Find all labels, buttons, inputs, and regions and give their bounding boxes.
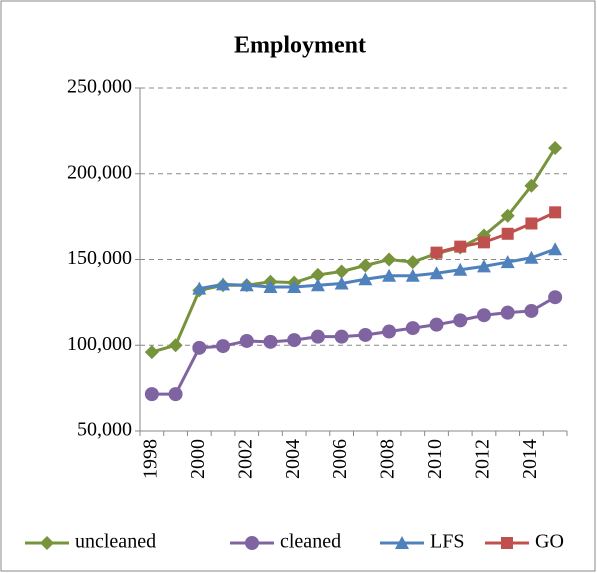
series-marker <box>500 208 515 223</box>
series-marker <box>549 206 562 219</box>
series-marker <box>263 334 278 349</box>
y-tick-label: 250,000 <box>67 76 132 98</box>
series-marker <box>382 268 397 282</box>
series-marker <box>310 267 325 282</box>
series-marker <box>476 308 491 323</box>
series-marker <box>287 333 302 348</box>
y-tick-label: 50,000 <box>77 419 132 441</box>
series-marker <box>524 303 539 318</box>
chart-title: Employment <box>234 33 366 59</box>
series-marker <box>334 329 349 344</box>
series-marker <box>453 262 468 276</box>
series-marker <box>477 236 490 249</box>
series-marker <box>192 340 207 355</box>
series-marker <box>263 279 278 293</box>
series-marker <box>334 276 349 290</box>
series-marker <box>501 227 514 240</box>
legend-marker <box>40 536 54 550</box>
series-marker <box>216 277 231 291</box>
series-marker <box>524 178 539 193</box>
series-marker <box>405 321 420 336</box>
y-tick-label: 100,000 <box>67 333 132 355</box>
legend-label: GO <box>535 531 564 553</box>
series-marker <box>382 324 397 339</box>
series-marker <box>429 317 444 332</box>
series-marker <box>500 305 515 320</box>
series-marker <box>405 268 420 282</box>
series-marker <box>358 272 373 286</box>
series-marker <box>239 333 254 348</box>
x-tick-label: 2000 <box>187 439 209 479</box>
series-marker <box>358 258 373 273</box>
series-marker <box>334 264 349 279</box>
series-marker <box>216 339 231 354</box>
series-marker <box>192 281 207 295</box>
legend-label: LFS <box>430 531 464 553</box>
legend-marker <box>395 536 409 549</box>
series-marker <box>144 345 159 360</box>
legend-label: uncleaned <box>75 531 156 553</box>
x-tick-label: 1998 <box>139 439 161 479</box>
x-tick-label: 2008 <box>377 439 399 479</box>
series-marker <box>168 338 183 353</box>
x-tick-label: 2006 <box>329 439 351 479</box>
series-marker <box>287 279 302 293</box>
series-marker <box>310 329 325 344</box>
series-marker <box>358 327 373 342</box>
series-marker <box>548 141 563 156</box>
legend-marker <box>245 536 259 550</box>
x-tick-label: 2002 <box>234 439 256 479</box>
series-marker <box>239 278 254 292</box>
y-tick-label: 200,000 <box>67 161 132 183</box>
legend-label: cleaned <box>280 531 341 553</box>
series-marker <box>454 240 467 253</box>
series-marker <box>168 387 183 402</box>
series-marker <box>548 242 563 256</box>
series-marker <box>525 217 538 230</box>
series-marker <box>476 259 491 273</box>
series-marker <box>524 250 539 264</box>
series-marker <box>453 313 468 328</box>
series-marker <box>429 266 444 280</box>
x-tick-label: 2012 <box>472 439 494 479</box>
series-marker <box>144 387 159 402</box>
series-marker <box>500 255 515 269</box>
series-marker <box>382 252 397 267</box>
x-tick-label: 2004 <box>282 439 304 479</box>
series-marker <box>548 290 563 305</box>
series-line <box>199 247 556 291</box>
series-marker <box>310 278 325 292</box>
series-marker <box>405 255 420 270</box>
y-tick-label: 150,000 <box>67 247 132 269</box>
legend-marker <box>501 537 513 549</box>
series-marker <box>430 246 443 259</box>
x-tick-label: 2010 <box>424 439 446 479</box>
x-tick-label: 2014 <box>519 439 541 479</box>
